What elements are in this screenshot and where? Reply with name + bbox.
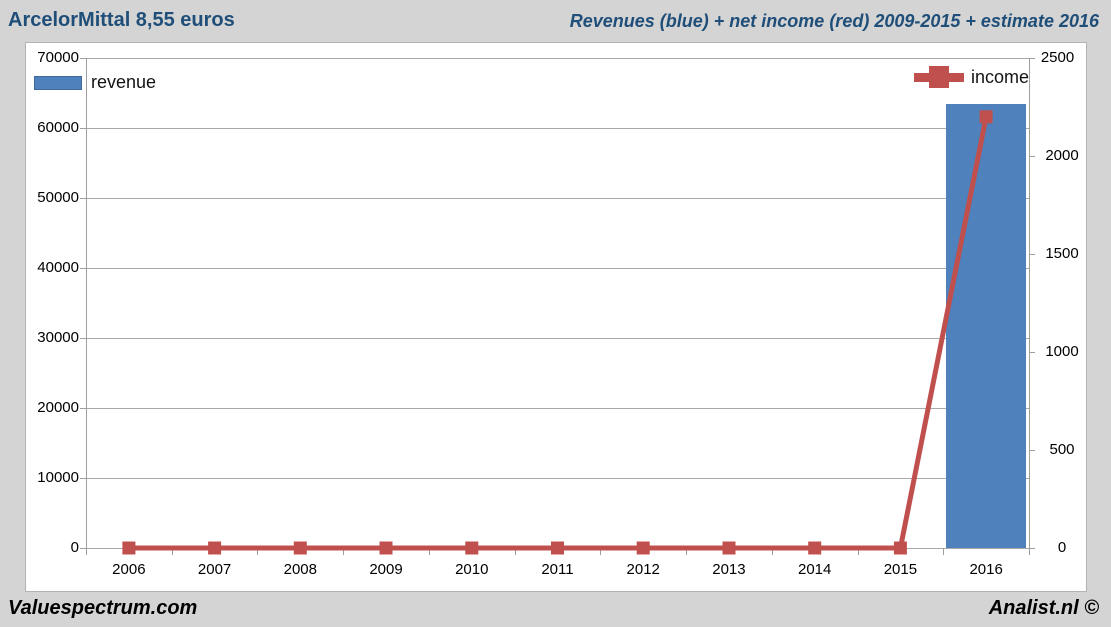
income-marker bbox=[722, 541, 736, 555]
x-axis-label: 2012 bbox=[626, 561, 660, 578]
left-axis-label: 30000 bbox=[37, 329, 79, 346]
x-axis-tick bbox=[600, 548, 602, 555]
x-axis-label: 2016 bbox=[969, 561, 1003, 578]
right-axis-tick bbox=[1029, 156, 1035, 157]
x-axis-label: 2015 bbox=[883, 561, 918, 578]
x-axis-label: 2013 bbox=[712, 561, 746, 578]
income-marker bbox=[551, 541, 564, 555]
left-axis-tick bbox=[80, 478, 86, 479]
x-axis-tick bbox=[514, 548, 516, 555]
left-axis-label: 0 bbox=[70, 539, 79, 556]
footer-brand-left: Valuespectrum.com bbox=[8, 597, 198, 619]
gridline bbox=[86, 268, 1029, 269]
legend-revenue: revenue bbox=[34, 72, 156, 93]
right-axis-label: 500 bbox=[1049, 441, 1075, 458]
left-axis-tick bbox=[80, 128, 86, 129]
gridline bbox=[86, 198, 1029, 199]
x-axis-tick bbox=[171, 548, 173, 555]
chart-canvas: 70000 60000 50000 40000 30000 20000 10000 0 2500… bbox=[25, 42, 1087, 592]
gridline bbox=[86, 478, 1029, 479]
income-legend-square bbox=[929, 66, 949, 88]
left-axis-tick bbox=[80, 548, 86, 549]
left-axis-tick bbox=[80, 58, 86, 59]
legend-income-label: income bbox=[971, 66, 1030, 87]
revenue-bar-2016 bbox=[946, 103, 1027, 548]
income-marker bbox=[379, 541, 393, 555]
right-axis-tick bbox=[1029, 450, 1035, 451]
x-axis-label: 2009 bbox=[369, 561, 403, 578]
x-axis-tick bbox=[257, 548, 259, 555]
x-axis-tick bbox=[86, 548, 87, 555]
income-marker bbox=[208, 541, 222, 555]
right-axis-label: 0 bbox=[1057, 539, 1067, 556]
income-marker bbox=[122, 541, 136, 555]
right-axis-label: 1000 bbox=[1045, 343, 1079, 360]
right-axis-label: 2500 bbox=[1040, 49, 1075, 66]
income-marker bbox=[293, 541, 307, 555]
right-axis-tick bbox=[1029, 352, 1035, 353]
left-axis-line bbox=[86, 58, 87, 555]
right-axis-tick bbox=[1029, 254, 1035, 255]
right-axis-tick bbox=[1029, 548, 1035, 549]
right-axis-tick bbox=[1029, 58, 1035, 59]
legend-revenue-label: revenue bbox=[91, 72, 157, 92]
right-axis-label: 2000 bbox=[1045, 147, 1079, 164]
gridline bbox=[86, 408, 1029, 409]
left-axis-tick bbox=[80, 408, 86, 409]
x-axis-tick bbox=[428, 548, 430, 555]
x-axis-tick bbox=[943, 548, 945, 555]
left-axis-label: 60000 bbox=[37, 119, 79, 136]
legend-income: income bbox=[914, 65, 1029, 89]
gridline bbox=[86, 338, 1029, 339]
right-axis-label: 1500 bbox=[1045, 245, 1079, 262]
footer-brand-right: Analist.nl © bbox=[988, 597, 1099, 619]
x-axis-tick bbox=[857, 548, 859, 555]
income-marker bbox=[808, 541, 822, 555]
left-axis-label: 20000 bbox=[37, 399, 79, 416]
income-line-marker-icon bbox=[914, 65, 964, 89]
left-axis-tick bbox=[80, 338, 86, 339]
income-line bbox=[122, 110, 993, 555]
chart-title: Revenues (blue) + net income (red) 2009-… bbox=[569, 11, 1099, 31]
left-axis-tick bbox=[80, 268, 86, 269]
stock-title: ArcelorMittal 8,55 euros bbox=[8, 9, 235, 31]
x-axis-label: 2008 bbox=[283, 561, 317, 578]
income-marker bbox=[979, 110, 993, 124]
x-axis-tick bbox=[1029, 548, 1030, 555]
x-axis-label: 2010 bbox=[455, 561, 489, 578]
x-axis-label: 2011 bbox=[541, 561, 574, 578]
left-axis-tick bbox=[80, 198, 86, 199]
income-line-path bbox=[128, 116, 989, 551]
left-axis-label: 40000 bbox=[37, 259, 79, 276]
x-axis-label: 2006 bbox=[112, 561, 146, 578]
gridline bbox=[86, 128, 1029, 129]
header: ArcelorMittal 8,55 euros Revenues (blue)… bbox=[0, 0, 1111, 42]
x-axis-label: 2014 bbox=[797, 561, 832, 578]
x-axis-label: 2007 bbox=[197, 561, 232, 578]
gridline bbox=[86, 58, 1029, 59]
left-axis-label: 70000 bbox=[37, 49, 79, 66]
left-axis-label: 10000 bbox=[37, 469, 79, 486]
right-axis-line bbox=[1029, 58, 1030, 549]
income-marker bbox=[636, 541, 650, 555]
income-marker bbox=[893, 541, 907, 555]
x-axis-tick bbox=[771, 548, 773, 555]
income-marker bbox=[465, 541, 479, 555]
x-axis-tick bbox=[686, 548, 688, 555]
footer: Valuespectrum.com Analist.nl © bbox=[0, 592, 1111, 627]
left-axis-label: 50000 bbox=[37, 189, 79, 206]
x-axis-tick bbox=[343, 548, 345, 555]
revenue-swatch-icon bbox=[34, 75, 82, 90]
